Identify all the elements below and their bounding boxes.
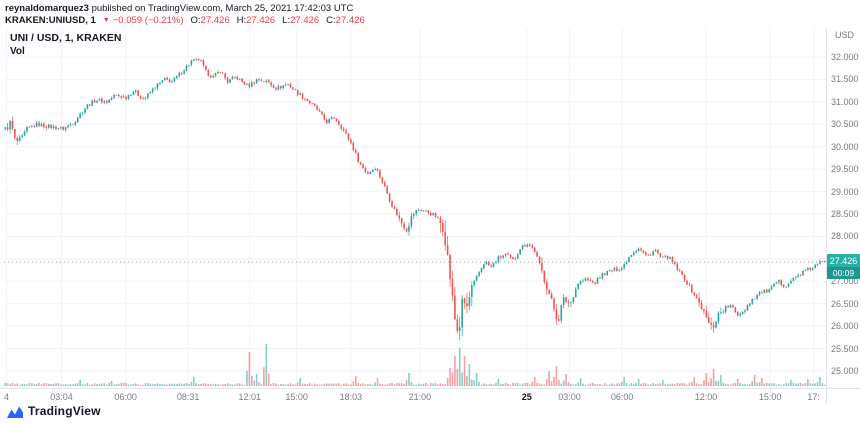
volume-legend[interactable]: Vol bbox=[10, 46, 25, 57]
currency-label: USD bbox=[835, 30, 855, 40]
price-tick-label: 28.000 bbox=[831, 231, 859, 242]
time-axis-label: 18:03 bbox=[339, 392, 363, 402]
price-tick-label: 30.500 bbox=[831, 119, 859, 130]
last-price-badge: 27.426 00:09 bbox=[827, 254, 860, 280]
ohlc-low: L: 27.426 bbox=[282, 15, 320, 26]
chart-legend[interactable]: UNI / USD, 1, KRAKEN bbox=[10, 32, 122, 44]
change-value: −0.059 (−0.21%) bbox=[112, 15, 184, 26]
time-axis-label: 15:00 bbox=[758, 392, 782, 402]
symbol-info-bar: KRAKEN:UNIUSD, 1 ▼ −0.059 (−0.21%) O: 27.… bbox=[5, 15, 365, 26]
symbol-name: KRAKEN:UNIUSD, 1 bbox=[5, 15, 96, 26]
time-axis-label: 12:00 bbox=[694, 392, 718, 402]
time-axis-label: 15:00 bbox=[285, 392, 308, 402]
down-arrow-icon: ▼ bbox=[102, 17, 110, 24]
price-tick-label: 31.000 bbox=[831, 96, 859, 107]
time-axis-label: 08:31 bbox=[176, 392, 200, 402]
ohlc-open: O: 27.426 bbox=[190, 15, 230, 26]
time-axis-label: 06:00 bbox=[114, 392, 137, 402]
time-axis-label: 4 bbox=[3, 392, 9, 402]
ohlc-high: H: 27.426 bbox=[236, 15, 276, 26]
tradingview-logo-icon bbox=[7, 406, 23, 418]
price-change: ▼ −0.059 (−0.21%) bbox=[103, 15, 184, 26]
price-tick-label: 26.000 bbox=[831, 321, 859, 332]
time-axis-label: 03:04 bbox=[50, 392, 73, 402]
price-tick-label: 31.500 bbox=[831, 74, 859, 85]
price-tick-label: 29.000 bbox=[831, 186, 859, 197]
price-tick-label: 28.500 bbox=[831, 208, 859, 219]
attribution-bar: reynaldomarquez3 published on TradingVie… bbox=[5, 3, 353, 14]
price-tick-label: 32.000 bbox=[831, 52, 859, 62]
price-tick-label: 29.500 bbox=[831, 164, 859, 175]
tradingview-footer[interactable]: TradingView bbox=[7, 404, 101, 418]
price-tick-label: 27.000 bbox=[831, 276, 859, 287]
time-axis-label: 25 bbox=[521, 392, 532, 402]
price-tick-label: 30.000 bbox=[831, 141, 859, 152]
time-axis-label: 17: bbox=[807, 392, 820, 402]
last-price-value: 27.426 bbox=[827, 254, 860, 268]
time-axis-label: 21:00 bbox=[408, 392, 432, 402]
time-axis-label: 03:00 bbox=[558, 392, 581, 402]
time-axis-label: 06:00 bbox=[610, 392, 634, 402]
price-tick-label: 25.500 bbox=[831, 343, 859, 354]
price-tick-label: 25.000 bbox=[831, 365, 859, 376]
time-axis-label: 12:01 bbox=[238, 392, 262, 402]
price-tick-label: 26.500 bbox=[831, 298, 859, 309]
tradingview-wordmark: TradingView bbox=[28, 404, 101, 418]
attribution-text: published on TradingView.com, March 25, … bbox=[88, 3, 354, 14]
author-name: reynaldomarquez3 bbox=[5, 3, 89, 14]
bar-countdown: 00:09 bbox=[827, 267, 860, 280]
ohlc-close: C: 27.426 bbox=[326, 15, 365, 26]
